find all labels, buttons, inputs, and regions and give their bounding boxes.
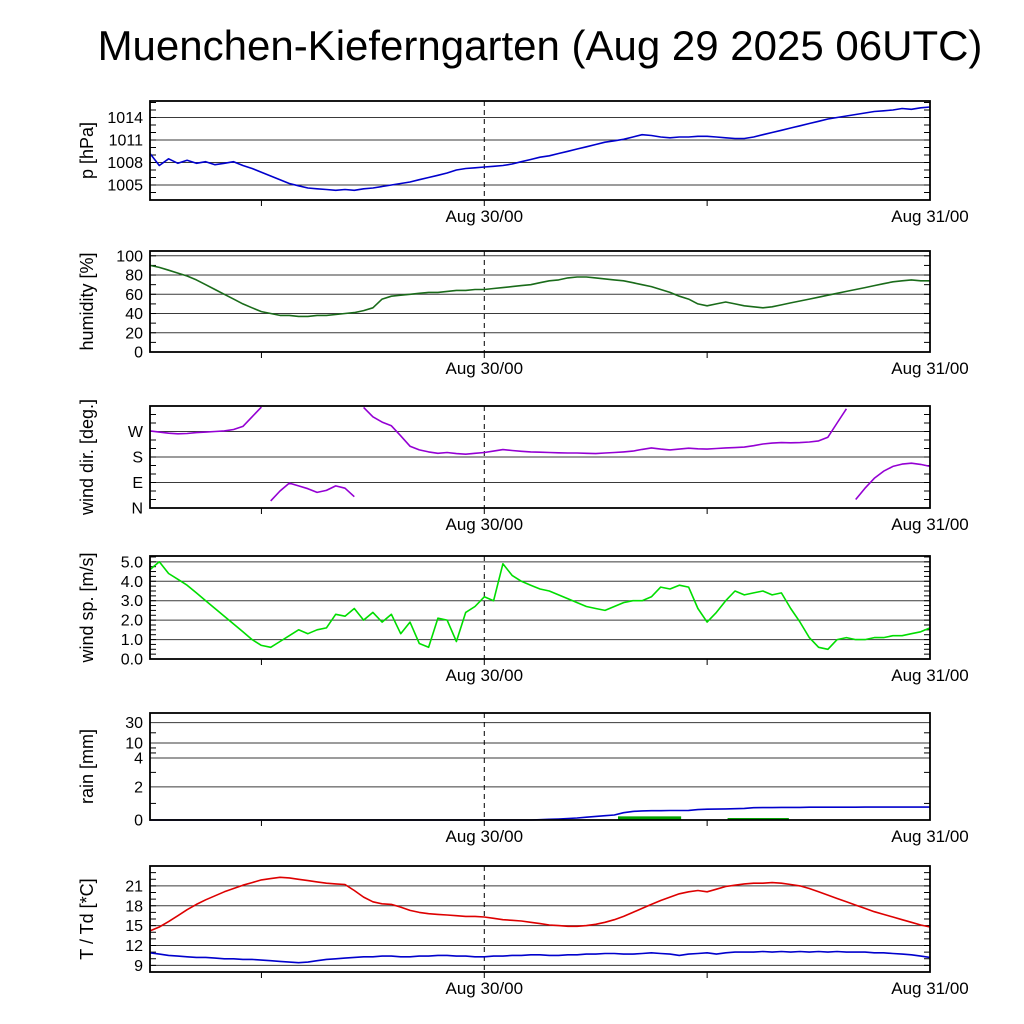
y-tick-label: 3.0: [121, 593, 143, 610]
x-tick-label: Aug 31/00: [891, 207, 969, 226]
series-wind-direction: [149, 406, 931, 502]
y-axis-label: T / Td [*C]: [77, 878, 97, 959]
y-tick-label: 18: [125, 898, 143, 915]
y-axis-label: wind dir. [deg.]: [77, 399, 97, 516]
panel-wind-speed: 0.0 1.0 2.0 3.0 4.0 5.0 wind sp. [m/s] Aug 30/0…: [77, 552, 969, 685]
y-tick-label: 20: [125, 325, 143, 342]
y-tick-label: 60: [125, 287, 143, 304]
y-tick-label: 2.0: [121, 613, 143, 630]
y-tick-label: 10: [125, 735, 143, 752]
y-tick-label: 1014: [107, 110, 143, 127]
series-temperature: [149, 876, 931, 932]
y-tick-label: E: [132, 475, 143, 492]
series-humidity: [149, 264, 930, 318]
panel-humidity: 0 20 40 60 80 100 humidity [%] Aug 30/00 Aug 31/…: [77, 248, 969, 378]
y-tick-label: 15: [125, 918, 143, 935]
y-tick-label: 21: [125, 878, 143, 895]
y-tick-label: 0: [134, 345, 143, 362]
y-tick-label: N: [131, 501, 143, 518]
y-tick-label: 9: [134, 958, 143, 975]
series-wind-speed: [149, 561, 931, 651]
y-tick-label: 4: [134, 750, 143, 767]
y-tick-label: 0: [134, 813, 143, 830]
panel-frame: [149, 712, 931, 821]
y-tick-label: 40: [125, 306, 143, 323]
series-pressure: [149, 106, 931, 192]
x-tick-label: Aug 30/00: [446, 359, 524, 378]
y-tick-label: 1011: [109, 133, 144, 150]
x-tick-label: Aug 30/00: [446, 979, 524, 998]
y-tick-label: 2: [134, 779, 143, 796]
y-tick-label: 1005: [107, 178, 143, 195]
panel-frame: [149, 405, 931, 509]
panel-frame: [149, 865, 931, 973]
y-tick-label: 1.0: [121, 632, 143, 649]
y-tick-label: 30: [125, 715, 143, 732]
x-tick-label: Aug 30/00: [446, 515, 524, 534]
y-axis-label: wind sp. [m/s]: [77, 552, 97, 663]
x-tick-label: Aug 30/00: [446, 207, 524, 226]
series-accumulated-rain: [150, 806, 930, 821]
y-tick-label: 4.0: [121, 574, 143, 591]
y-tick-label: 0.0: [121, 652, 143, 669]
panel-temperature: 9 12 15 18 21 T / Td [*C] Aug 30/00 Aug 31/00: [77, 865, 969, 998]
panel-rain: 0 2 410 30 rain [mm] Aug 30/00 Aug 31/00: [77, 712, 969, 846]
rain-bar: [618, 816, 682, 820]
y-axis-label: rain [mm]: [77, 729, 97, 804]
y-tick-label: S: [132, 450, 143, 467]
panel-frame: [149, 250, 931, 353]
y-tick-label: W: [128, 424, 144, 441]
series-dewpoint: [149, 950, 931, 964]
panel-frame: [149, 100, 931, 201]
y-tick-label: 100: [116, 248, 143, 265]
x-tick-label: Aug 31/00: [891, 666, 969, 685]
y-axis-label: humidity [%]: [77, 252, 97, 350]
x-tick-label: Aug 31/00: [891, 359, 969, 378]
panel-frame: [149, 555, 931, 660]
x-tick-label: Aug 31/00: [891, 515, 969, 534]
panel-pressure: 1005 1008 1011 1014 p [hPa] Aug 30/00 Aug 31/0…: [77, 100, 969, 226]
y-tick-label: 12: [125, 938, 143, 955]
y-tick-label: 5.0: [121, 554, 143, 571]
y-axis-label: p [hPa]: [77, 122, 97, 179]
x-tick-label: Aug 31/00: [891, 827, 969, 846]
rain-bar: [727, 818, 789, 820]
y-tick-label: 1008: [107, 155, 143, 172]
x-tick-label: Aug 30/00: [446, 827, 524, 846]
x-tick-label: Aug 31/00: [891, 979, 969, 998]
chart-title: Muenchen-Kieferngarten (Aug 29 2025 06UT…: [97, 22, 983, 69]
x-tick-label: Aug 30/00: [446, 666, 524, 685]
y-tick-label: 80: [125, 268, 143, 285]
